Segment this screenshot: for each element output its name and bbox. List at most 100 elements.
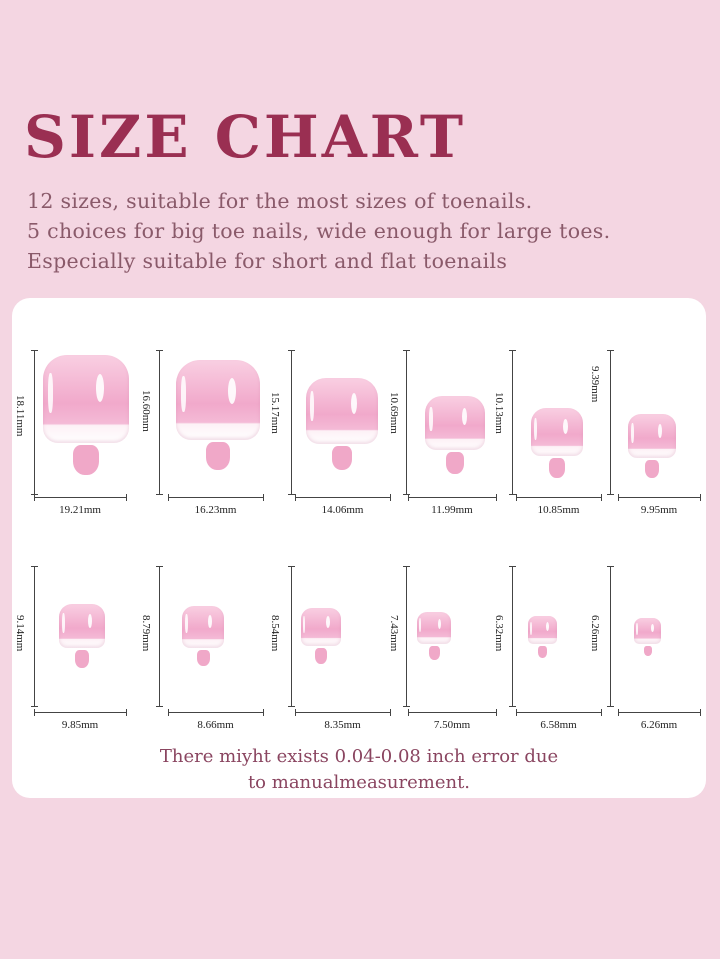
width-dimension-tick <box>34 709 35 716</box>
width-dimension-tick <box>263 494 264 501</box>
toenail-11 <box>528 616 557 644</box>
description-line-2: 5 choices for big toe nails, wide enough… <box>27 219 611 243</box>
width-label: 7.50mm <box>433 719 471 731</box>
width-dimension-tick <box>700 494 701 501</box>
nail-tab <box>428 646 440 660</box>
nail-highlight <box>48 373 53 413</box>
width-label: 8.35mm <box>324 719 361 731</box>
width-dimension-tick <box>295 494 296 501</box>
width-dimension-tick <box>126 709 127 716</box>
height-label: 9.39mm <box>589 366 601 403</box>
toenail-5 <box>531 408 583 456</box>
note-line-1: There miyht exists 0.04-0.08 inch error … <box>159 746 559 767</box>
height-dimension-line <box>610 566 611 706</box>
nail-highlight <box>429 407 433 431</box>
nail-highlight <box>530 622 532 635</box>
width-dimension-tick <box>700 709 701 716</box>
height-dimension-tick <box>288 706 295 707</box>
nail-tab <box>73 445 99 475</box>
width-label: 14.06mm <box>321 504 364 516</box>
nail-highlight <box>419 618 421 632</box>
width-label: 8.66mm <box>197 719 234 731</box>
width-label: 6.26mm <box>640 719 678 731</box>
nail-tab <box>315 648 327 664</box>
description: 12 sizes, suitable for the most sizes of… <box>27 186 707 276</box>
width-dimension-tick <box>496 494 497 501</box>
width-dimension-tick <box>408 494 409 501</box>
width-label: 9.95mm <box>640 504 678 516</box>
toenail-12 <box>634 618 661 644</box>
height-dimension-line <box>291 350 292 494</box>
height-dimension-line <box>512 350 513 494</box>
height-dimension-tick <box>156 350 163 351</box>
height-label: 15.17mm <box>269 392 281 434</box>
nail-tab <box>75 650 89 668</box>
nail-highlight <box>310 391 314 421</box>
height-dimension-tick <box>403 566 410 567</box>
width-dimension-tick <box>295 709 296 716</box>
height-dimension-tick <box>403 706 410 707</box>
height-dimension-tick <box>156 494 163 495</box>
height-dimension-line <box>406 566 407 706</box>
toenail-8 <box>182 606 224 648</box>
nail-highlight <box>96 374 104 402</box>
width-label: 10.85mm <box>537 504 580 516</box>
height-dimension-line <box>34 350 35 494</box>
description-line-1: 12 sizes, suitable for the most sizes of… <box>27 189 533 213</box>
width-dimension-tick <box>168 709 169 716</box>
width-dimension-tick <box>34 494 35 501</box>
height-dimension-tick <box>509 566 516 567</box>
height-dimension-line <box>610 350 611 494</box>
width-dimension-line <box>34 712 126 713</box>
width-dimension-line <box>516 712 601 713</box>
width-dimension-tick <box>168 494 169 501</box>
toenail-3 <box>306 378 378 444</box>
nail-highlight <box>185 614 188 633</box>
height-label: 6.26mm <box>589 615 601 652</box>
width-dimension-tick <box>496 709 497 716</box>
nail-tab <box>538 646 547 658</box>
height-dimension-tick <box>288 494 295 495</box>
size-chart-card: 18.11mm 19.21mm 16.60mm 16.23mm 15.17mm 14.06… <box>12 298 706 798</box>
height-label: 8.54mm <box>269 615 281 652</box>
width-dimension-tick <box>618 709 619 716</box>
width-dimension-line <box>168 497 263 498</box>
page-title: SIZE CHART <box>24 103 467 171</box>
nail-tab <box>643 646 652 656</box>
height-dimension-line <box>291 566 292 706</box>
width-dimension-line <box>408 712 496 713</box>
nail-highlight <box>208 615 212 628</box>
description-line-3: Especially suitable for short and flat t… <box>27 249 508 273</box>
height-dimension-tick <box>509 350 516 351</box>
height-dimension-tick <box>31 706 38 707</box>
height-dimension-tick <box>288 566 295 567</box>
height-dimension-line <box>34 566 35 706</box>
width-dimension-tick <box>516 709 517 716</box>
note-line-2: to manualmeasurement. <box>247 772 471 793</box>
width-dimension-tick <box>516 494 517 501</box>
height-dimension-tick <box>288 350 295 351</box>
height-dimension-line <box>159 566 160 706</box>
height-dimension-tick <box>607 350 614 351</box>
nail-highlight <box>62 613 65 633</box>
height-dimension-tick <box>509 494 516 495</box>
nail-highlight <box>462 408 467 425</box>
nail-tab <box>332 446 352 470</box>
width-dimension-line <box>618 712 700 713</box>
height-dimension-tick <box>403 494 410 495</box>
nail-highlight <box>651 624 654 632</box>
nail-highlight <box>546 622 549 631</box>
width-label: 9.85mm <box>61 719 99 731</box>
nail-highlight <box>228 378 236 404</box>
width-label: 11.99mm <box>431 504 473 516</box>
toenail-10 <box>417 612 451 644</box>
width-dimension-line <box>618 497 700 498</box>
toenail-6 <box>628 414 676 458</box>
height-label: 10.69mm <box>388 392 400 434</box>
nail-highlight <box>326 616 330 628</box>
toenail-2 <box>176 360 260 440</box>
width-dimension-line <box>34 497 126 498</box>
width-label: 16.23mm <box>194 504 237 516</box>
height-label: 10.13mm <box>493 392 505 434</box>
width-label: 6.58mm <box>540 719 577 731</box>
